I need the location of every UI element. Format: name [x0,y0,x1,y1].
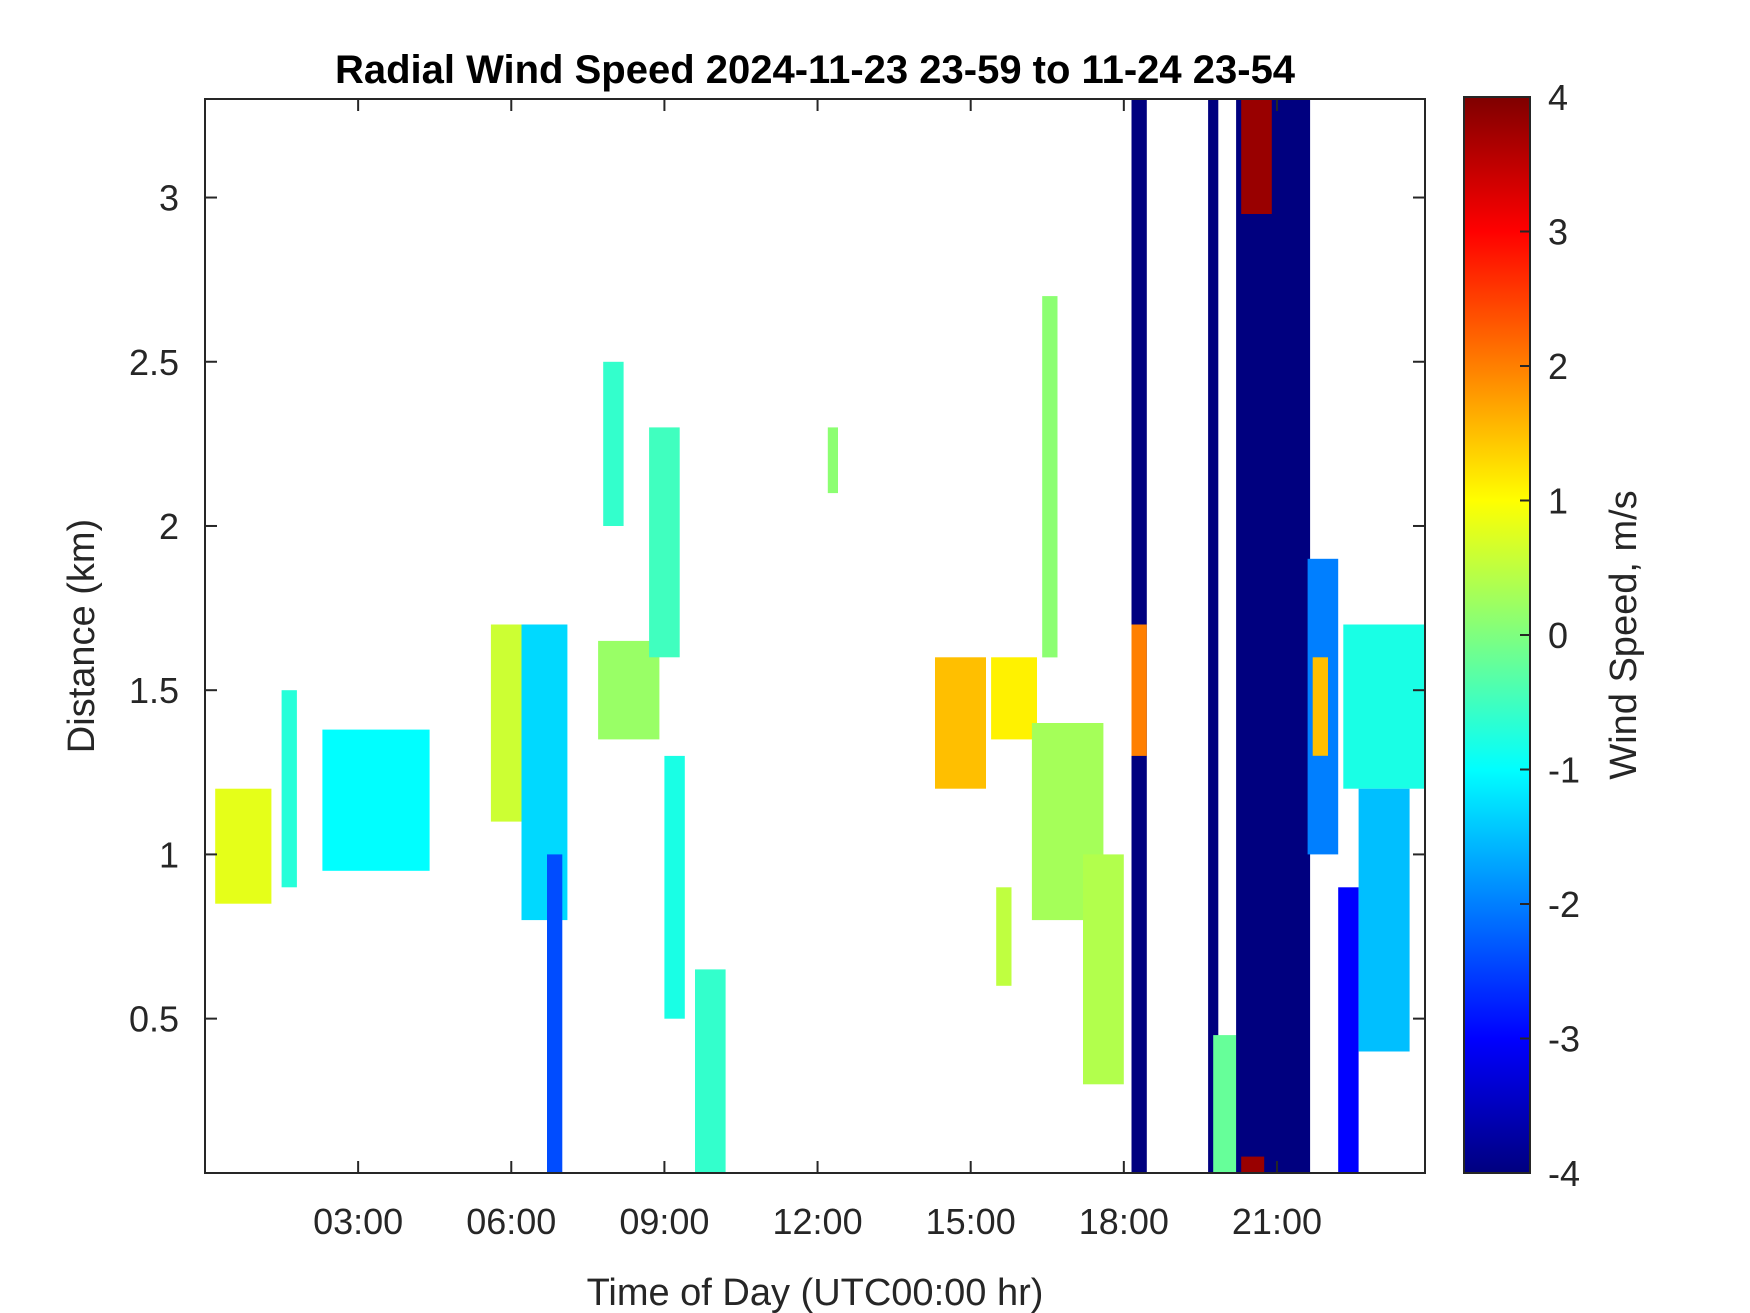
y-tick-label: 1 [159,834,179,875]
heatmap-cell [1343,624,1425,789]
heatmap-cell [215,788,272,904]
colorbar-tick-label: -1 [1548,750,1580,791]
colorbar-tick-label: 4 [1548,77,1568,118]
x-tick-label: 03:00 [313,1201,403,1242]
heatmap-cell [281,690,297,888]
x-tick-label: 18:00 [1079,1201,1169,1242]
heatmap-cell [603,361,624,526]
heatmap-cell [935,657,986,789]
chart-title: Radial Wind Speed 2024-11-23 23-59 to 11… [335,48,1296,92]
colorbar-axis: 4 3 2 1 0 -1 -2 -3 -4 [1520,77,1580,1194]
heatmap-cell [1042,296,1058,658]
heatmap-cell [1208,99,1219,1173]
heatmap-cell [1358,788,1410,1052]
heatmap-cell [322,729,430,871]
colorbar-tick-label: 2 [1548,346,1568,387]
y-tick-label: 2 [159,506,179,547]
colorbar-tick-label: -3 [1548,1019,1580,1060]
colorbar-tick-label: 3 [1548,212,1568,253]
heatmap-cell [1241,99,1272,214]
heatmap-cell [1236,99,1311,1173]
x-tick-label: 12:00 [773,1201,863,1242]
colorbar-label: Wind Speed, m/s [1603,490,1645,779]
heatmap-cell [827,427,838,494]
heatmap-layer [215,99,1425,1173]
heatmap-cell [1083,854,1124,1085]
y-tick-label: 2.5 [129,342,179,383]
heatmap-cell [490,624,527,822]
x-tick-label: 21:00 [1232,1201,1322,1242]
y-tick-label: 3 [159,178,179,219]
y-axis: 0.5 1 1.5 2 2.5 3 [129,178,1425,1040]
colorbar-tick-label: -4 [1548,1153,1580,1194]
x-axis: 03:00 06:00 09:00 12:00 15:00 18:00 21:00 [313,99,1322,1242]
x-axis-label: Time of Day (UTC00:00 hr) [587,1272,1044,1313]
y-axis-label: Distance (km) [61,519,103,753]
x-tick-label: 09:00 [619,1201,709,1242]
heatmap-cell [598,640,660,740]
plot-frame [204,98,1426,1174]
y-tick-label: 1.5 [129,670,179,711]
colorbar-tick-label: -2 [1548,884,1580,925]
plot-area [205,99,1425,1173]
heatmap-cell [1338,887,1359,1173]
y-tick-label: 0.5 [129,999,179,1040]
heatmap-cell [991,657,1037,740]
x-tick-label: 06:00 [466,1201,556,1242]
heatmap-cell [695,969,726,1173]
x-tick-label: 15:00 [926,1201,1016,1242]
heatmap-cell [1131,624,1147,756]
heatmap-cell [664,755,685,1019]
heatmap-cell [649,427,680,658]
heatmap-cell [547,854,563,1173]
colorbar [1463,96,1531,1174]
heatmap-cell [1241,1156,1265,1173]
heatmap-cell [1312,657,1328,756]
heatmap-cell [996,887,1012,986]
colorbar-tick-label: 1 [1548,481,1568,522]
colorbar-tick-label: 0 [1548,615,1568,656]
